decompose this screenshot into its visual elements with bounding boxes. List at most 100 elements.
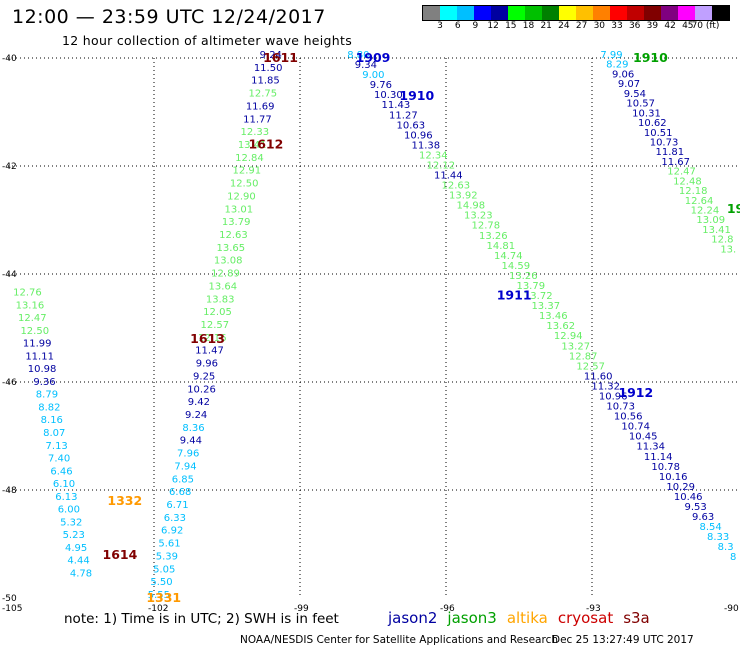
wave-height-value: 4.78 [70, 568, 92, 579]
color-scale-label: 18 [522, 21, 535, 31]
wave-height-value: 8 [730, 552, 736, 563]
wave-height-value: 12.90 [227, 191, 256, 202]
wave-height-value: 13.37 [531, 301, 560, 312]
wave-height-value: 10.74 [621, 422, 650, 433]
wave-height-value: 11.47 [195, 346, 224, 357]
wave-height-value: 11.69 [246, 101, 275, 112]
wave-height-value: 12.05 [203, 307, 232, 318]
wave-height-value: 12.50 [20, 326, 49, 337]
wave-height-value: 11.77 [243, 114, 272, 125]
color-scale-label: 39 [646, 21, 659, 31]
color-swatch [474, 6, 491, 20]
color-swatch [678, 6, 695, 20]
wave-height-value: 12.63 [442, 181, 471, 192]
wave-height-value: 10.31 [632, 108, 661, 119]
satellite-legend: jason2 jason3 altika cryosat s3a [388, 609, 650, 627]
wave-height-value: 9.00 [362, 70, 384, 81]
wave-height-value: 4.95 [65, 543, 87, 554]
wave-height-value: 9.36 [33, 377, 55, 388]
wave-height-value: 11.50 [254, 63, 283, 74]
wave-height-value: 5.55 [148, 590, 170, 601]
wave-height-value: 10.96 [404, 130, 433, 141]
wave-height-value: 10.30 [374, 90, 403, 101]
pass-number-label: 1910 [633, 50, 668, 65]
wave-height-value: 7.40 [48, 454, 70, 465]
color-scale-label: 9 [472, 21, 479, 31]
color-swatch [440, 6, 457, 20]
wave-height-value: 13.23 [464, 211, 493, 222]
color-swatch [559, 6, 576, 20]
wave-height-value: 11.38 [412, 140, 441, 151]
wave-height-value: 13.46 [539, 311, 568, 322]
wave-height-value: 6.33 [164, 513, 186, 524]
wave-height-value: 10.57 [626, 99, 655, 110]
wave-height-value: 6.10 [53, 479, 75, 490]
footer-credit: NOAA/NESDIS Center for Satellite Applica… [240, 634, 558, 646]
wave-height-value: 9.96 [196, 359, 218, 370]
wave-height-value: 12.24 [691, 206, 720, 217]
wave-height-value: 5.05 [153, 564, 175, 575]
wave-height-value: 9.44 [180, 436, 202, 447]
pass-number-label: 1912 [618, 385, 653, 400]
pass-number-label: 19 [727, 201, 740, 216]
wave-height-value: 7.94 [174, 461, 196, 472]
wave-height-value: 14.59 [501, 261, 530, 272]
pass-number-label: 1614 [103, 547, 138, 562]
wave-height-value: 12.64 [685, 196, 714, 207]
wave-height-value: 11.32 [591, 381, 620, 392]
color-swatch [542, 6, 559, 20]
wave-height-value: 13.65 [217, 243, 246, 254]
wave-height-value: 12.84 [235, 153, 264, 164]
wave-height-value: 9.34 [355, 60, 377, 71]
color-scale-label: 27 [575, 21, 588, 31]
wave-height-value: 13.79 [222, 217, 251, 228]
wave-height-value: 12.75 [248, 89, 277, 100]
wave-height-value: 10.98 [28, 364, 57, 375]
wave-height-value: 9.24 [185, 410, 207, 421]
pass-number-label: 1911 [497, 288, 532, 303]
footer-timestamp: Dec 25 13:27:49 UTC 2017 [552, 634, 694, 646]
wave-height-value: 12.94 [554, 331, 583, 342]
wave-height-value: 10.63 [397, 120, 426, 131]
wave-height-value: 12.18 [679, 186, 708, 197]
wave-height-value: 13.01 [224, 204, 253, 215]
wave-height-value: 11.67 [661, 157, 690, 168]
wave-height-value: 12.89 [211, 269, 240, 280]
wave-height-value: 6.92 [161, 526, 183, 537]
satellite-cryosat: cryosat [557, 609, 614, 627]
wave-height-value: 10.26 [187, 384, 216, 395]
wave-height-value: 13.16 [16, 300, 45, 311]
wave-height-value: 8.07 [43, 428, 65, 439]
wave-height-value: 9.07 [618, 79, 640, 90]
wave-height-value: 11.34 [636, 442, 665, 453]
wave-height-value: 7.99 [600, 50, 622, 61]
satellite-s3a: s3a [623, 609, 650, 627]
wave-height-value: 10.45 [629, 432, 658, 443]
color-scale-labels: 3 6 9 12 15 18 21 24 27 30 33 36 39 42 45 70 (ft) [422, 21, 740, 33]
wave-height-value: 9.53 [685, 502, 707, 513]
units-note: note: 1) Time is in UTC; 2) SWH is in fe… [64, 611, 339, 627]
wave-height-value: 6.85 [172, 474, 194, 485]
wave-height-value: 12.76 [13, 288, 42, 299]
wave-height-value: 14.98 [456, 201, 485, 212]
wave-height-value: 12.33 [240, 127, 269, 138]
wave-height-value: 8.82 [38, 402, 60, 413]
wave-height-value: 11.85 [251, 76, 280, 87]
wave-height-value: 9.42 [188, 397, 210, 408]
wave-height-value: 5.39 [156, 551, 178, 562]
wave-height-value: 6.71 [166, 500, 188, 511]
wave-height-value: 11.99 [23, 339, 52, 350]
wave-height-value: 12.47 [18, 313, 47, 324]
color-swatch [423, 6, 440, 20]
satellite-jason2: jason2 [388, 609, 438, 627]
wave-height-value: 13.64 [209, 281, 238, 292]
color-scale-label: 12 [487, 21, 499, 31]
wave-height-value: 11.60 [584, 371, 613, 382]
color-swatch [576, 6, 593, 20]
wave-height-value: 8.54 [700, 522, 722, 533]
wave-height-value: 12.48 [673, 176, 702, 187]
wave-height-value: 11.11 [25, 351, 54, 362]
wave-height-value: 13.09 [696, 215, 725, 226]
lon-tick-label: -93 [586, 604, 601, 614]
